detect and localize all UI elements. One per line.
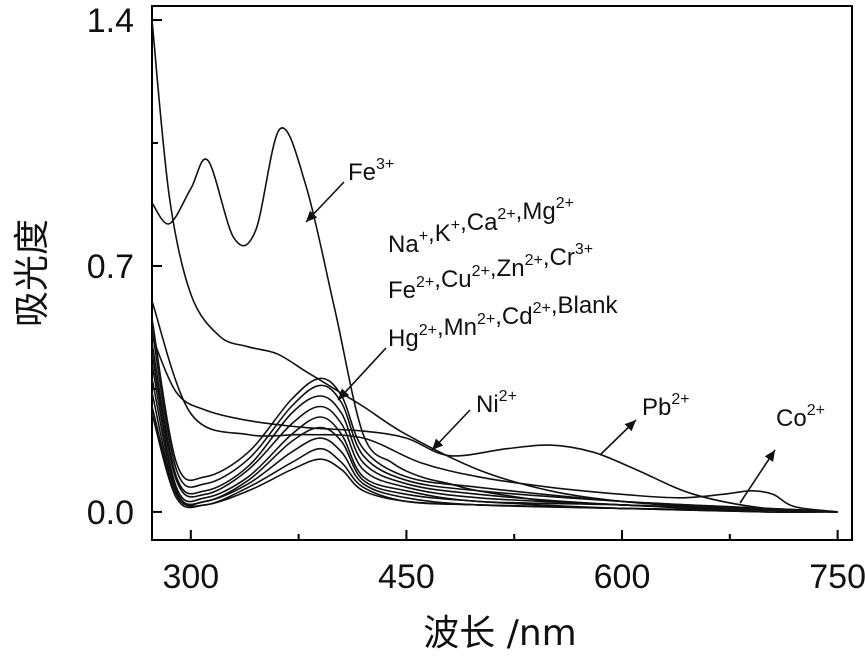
series-group xyxy=(151,20,838,513)
ion-symbol: Hg xyxy=(388,325,419,352)
ion-symbol: Zn xyxy=(497,255,525,282)
ion-symbol: Cd xyxy=(502,303,533,330)
arrows xyxy=(305,181,776,504)
ion-charge: 2+ xyxy=(499,388,517,405)
x-tick-label: 600 xyxy=(594,558,651,596)
co-arrow-head xyxy=(764,450,775,462)
ion-charge: + xyxy=(419,228,428,245)
tick-labels: 300 450 600 750 0.0 0.7 1.4 xyxy=(87,2,865,596)
ion-symbol: Na xyxy=(388,231,419,258)
ni-arrow-head xyxy=(432,438,444,450)
group3-label: Hg2+,Mn2+,Cd2+,Blank xyxy=(388,292,619,352)
y-axis-label: 吸光度 xyxy=(12,219,53,327)
ion-symbol: Mn xyxy=(444,314,477,341)
ion-charge: 3+ xyxy=(376,156,394,173)
ion-charge: 2+ xyxy=(671,391,689,408)
y-tick-label: 0.0 xyxy=(87,494,134,532)
ion-symbol: Pb xyxy=(642,394,671,421)
ion-symbol: Cu xyxy=(441,266,472,293)
x-axis-label: 波长 /nm xyxy=(423,613,576,654)
plot-frame xyxy=(151,5,853,541)
ion-charge: 2+ xyxy=(556,195,574,212)
y-tick-label: 1.4 xyxy=(87,2,134,40)
group1-label: Na+,K+,Ca2+,Mg2+ xyxy=(388,195,574,258)
ion-charge: 2+ xyxy=(477,311,495,328)
x-tick-label: 750 xyxy=(809,558,865,596)
ion-symbol: Ni xyxy=(476,391,499,418)
ion-charge: 2+ xyxy=(497,206,515,223)
series-line-7 xyxy=(151,343,838,513)
fe3-arrow-head xyxy=(306,210,318,222)
ion-symbol: Blank xyxy=(557,292,618,319)
ion-symbol: Fe xyxy=(388,277,416,304)
ion-charge: 2+ xyxy=(807,402,825,419)
group-arrow-head xyxy=(338,388,350,400)
ion-symbol: Co xyxy=(776,405,807,432)
ion-symbol: K xyxy=(435,220,451,247)
ticks xyxy=(152,19,839,540)
ion-symbol: Cr xyxy=(549,244,574,271)
ion-symbol: Ca xyxy=(467,209,498,236)
y-tick-label: 0.7 xyxy=(87,248,134,286)
series-line-4 xyxy=(151,300,838,513)
group-arrow xyxy=(337,347,387,401)
annotations: Fe3+Na+,K+,Ca2+,Mg2+Fe2+,Cu2+,Zn2+,Cr3+H… xyxy=(348,156,825,432)
ni-label: Ni2+ xyxy=(476,388,517,418)
series-line-9 xyxy=(151,364,838,513)
series-line-13 xyxy=(151,413,838,513)
x-tick-label: 450 xyxy=(378,558,435,596)
ion-charge: 3+ xyxy=(575,241,593,258)
series-line-3 xyxy=(151,335,838,513)
ion-symbol: Fe xyxy=(348,159,376,186)
ion-charge: 2+ xyxy=(533,300,551,317)
x-tick-label: 300 xyxy=(162,558,219,596)
ion-charge: 2+ xyxy=(472,263,490,280)
ion-charge: + xyxy=(451,217,460,234)
ion-charge: 2+ xyxy=(419,322,437,339)
ion-charge: 2+ xyxy=(416,274,434,291)
group2-label: Fe2+,Cu2+,Zn2+,Cr3+ xyxy=(388,241,593,304)
co-label: Co2+ xyxy=(776,402,825,432)
ion-symbol: Mg xyxy=(522,198,555,225)
ion-charge: 2+ xyxy=(525,252,543,269)
series-line-6 xyxy=(151,329,838,513)
axes xyxy=(151,5,853,541)
fe3-label: Fe3+ xyxy=(348,156,394,186)
pb-arrow-head xyxy=(624,420,636,432)
pb-label: Pb2+ xyxy=(642,391,690,421)
